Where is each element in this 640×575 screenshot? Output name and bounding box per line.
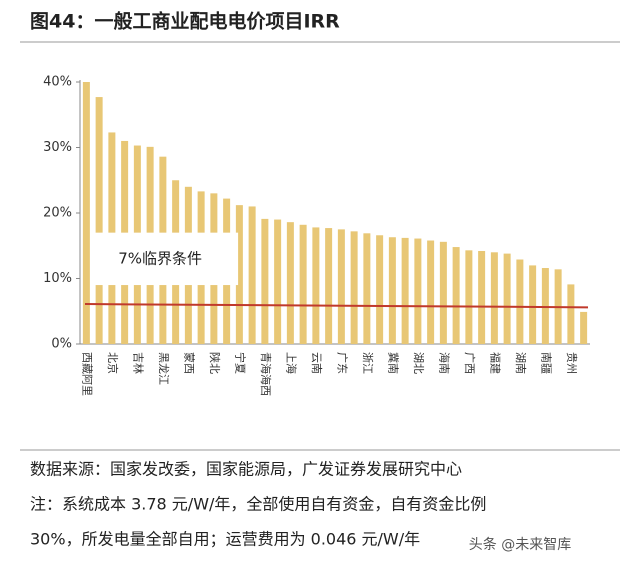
x-tick-label: 北京 <box>106 352 120 374</box>
x-tick-label: 陕北 <box>208 352 222 374</box>
x-tick-label: 云南 <box>310 352 323 374</box>
x-tick-label: 湖南 <box>514 352 527 374</box>
x-tick-label: 上海 <box>284 352 298 374</box>
bar <box>376 235 384 344</box>
bar <box>452 247 460 344</box>
x-tick-label: 青海海西 <box>259 352 273 396</box>
bar <box>363 233 371 344</box>
y-tick-label: 20% <box>43 206 72 221</box>
bar <box>274 219 282 344</box>
watermark: 头条 @未来智库 <box>469 536 571 553</box>
bar <box>350 231 358 344</box>
source-note: 数据来源：国家发改委，国家能源局，广发证券发展研究中心 <box>30 460 462 479</box>
annotation: 7%临界条件 <box>118 249 202 267</box>
x-tick-label: 浙江 <box>361 352 374 374</box>
annotation-box <box>95 232 239 286</box>
bar <box>427 240 435 344</box>
note: 30%，所发电量全部自用；运营费用为 0.046 元/W/年 <box>30 530 420 549</box>
bar <box>567 284 575 344</box>
bar <box>235 205 243 344</box>
bar <box>580 311 588 344</box>
x-tick-label: 海南 <box>437 352 451 374</box>
bar <box>82 82 90 344</box>
x-tick-label: 冀南 <box>386 352 400 374</box>
x-tick-label: 蒙西 <box>182 352 195 374</box>
bar <box>529 265 537 344</box>
x-tick-label: 西藏阿里 <box>80 352 93 396</box>
y-tick-label: 10% <box>43 271 72 286</box>
bar <box>388 237 396 344</box>
bar <box>95 97 103 344</box>
bar <box>325 228 333 344</box>
y-tick-label: 40% <box>43 75 72 90</box>
x-tick-label: 广西 <box>463 352 476 374</box>
x-tick-label: 贵州 <box>565 352 578 374</box>
y-tick-label: 0% <box>51 337 72 352</box>
bar <box>261 218 269 344</box>
y-tick-label: 30% <box>43 140 72 155</box>
x-tick-label: 广东 <box>335 352 348 374</box>
x-tick-label: 福建 <box>488 352 502 374</box>
bar <box>490 252 498 344</box>
x-tick-label: 宁夏 <box>233 352 247 374</box>
bar <box>439 241 447 344</box>
reference-line <box>84 303 589 309</box>
bar <box>312 227 320 344</box>
bar <box>516 259 524 344</box>
bar <box>503 253 511 344</box>
bar <box>414 238 422 344</box>
x-tick-label: 黑龙江 <box>157 352 170 385</box>
chart-title: 图44：一般工商业配电电价项目IRR <box>30 10 340 33</box>
bar <box>401 237 409 344</box>
note: 注：系统成本 3.78 元/W/年，全部使用自有资金，自有资金比例 <box>30 495 486 514</box>
bar <box>248 206 256 344</box>
x-tick-label: 湖北 <box>412 352 425 374</box>
bar <box>337 229 345 344</box>
x-tick-label: 吉林 <box>131 352 145 374</box>
bar <box>478 250 486 344</box>
x-tick-label: 南疆 <box>539 352 552 374</box>
bar <box>541 268 549 344</box>
bar <box>286 222 294 344</box>
bar <box>299 224 307 344</box>
bar <box>465 250 473 344</box>
